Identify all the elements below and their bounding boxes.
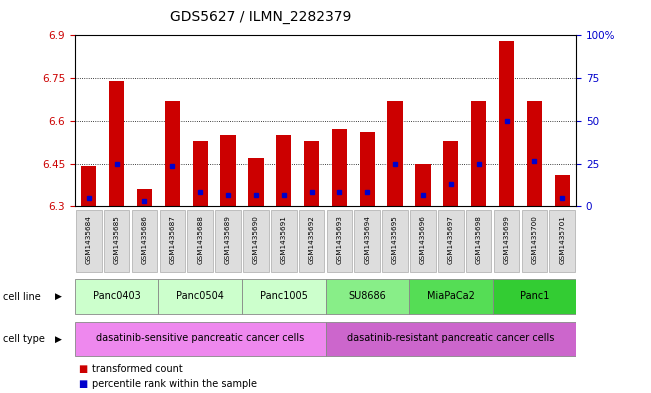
FancyBboxPatch shape	[326, 279, 409, 314]
Text: ■: ■	[78, 364, 87, 375]
Bar	[137, 189, 152, 206]
Bar	[527, 101, 542, 206]
Text: GSM1435690: GSM1435690	[253, 215, 259, 264]
FancyBboxPatch shape	[75, 322, 326, 356]
Bar	[276, 135, 292, 206]
Text: GSM1435694: GSM1435694	[365, 215, 370, 264]
Text: percentile rank within the sample: percentile rank within the sample	[92, 379, 257, 389]
Text: Panc1005: Panc1005	[260, 291, 308, 301]
Text: dasatinib-resistant pancreatic cancer cells: dasatinib-resistant pancreatic cancer ce…	[347, 333, 555, 343]
Text: GSM1435685: GSM1435685	[114, 215, 120, 264]
Bar	[415, 163, 430, 206]
FancyBboxPatch shape	[159, 209, 185, 272]
Text: transformed count: transformed count	[92, 364, 183, 375]
Bar	[193, 141, 208, 206]
Text: GSM1435688: GSM1435688	[197, 215, 203, 264]
Text: Panc1: Panc1	[519, 291, 549, 301]
Text: GSM1435701: GSM1435701	[559, 215, 565, 264]
Bar	[332, 129, 347, 206]
FancyBboxPatch shape	[354, 209, 380, 272]
Text: GSM1435699: GSM1435699	[503, 215, 510, 264]
Bar	[443, 141, 458, 206]
Text: GSM1435684: GSM1435684	[86, 215, 92, 264]
Text: ■: ■	[78, 379, 87, 389]
FancyBboxPatch shape	[438, 209, 464, 272]
Text: GSM1435689: GSM1435689	[225, 215, 231, 264]
Text: GSM1435691: GSM1435691	[281, 215, 286, 264]
Text: GSM1435695: GSM1435695	[392, 215, 398, 264]
Bar	[499, 41, 514, 206]
FancyBboxPatch shape	[549, 209, 575, 272]
FancyBboxPatch shape	[215, 209, 241, 272]
Text: Panc0504: Panc0504	[176, 291, 224, 301]
Bar	[304, 141, 319, 206]
Text: MiaPaCa2: MiaPaCa2	[427, 291, 475, 301]
FancyBboxPatch shape	[104, 209, 130, 272]
FancyBboxPatch shape	[158, 279, 242, 314]
FancyBboxPatch shape	[493, 209, 519, 272]
Bar	[471, 101, 486, 206]
Text: GDS5627 / ILMN_2282379: GDS5627 / ILMN_2282379	[170, 10, 351, 24]
FancyBboxPatch shape	[466, 209, 492, 272]
Text: GSM1435697: GSM1435697	[448, 215, 454, 264]
FancyBboxPatch shape	[493, 279, 576, 314]
Text: GSM1435692: GSM1435692	[309, 215, 314, 264]
FancyBboxPatch shape	[271, 209, 297, 272]
Text: GSM1435687: GSM1435687	[169, 215, 175, 264]
FancyBboxPatch shape	[243, 209, 269, 272]
Text: GSM1435693: GSM1435693	[337, 215, 342, 264]
Text: cell line: cell line	[3, 292, 41, 302]
Text: GSM1435696: GSM1435696	[420, 215, 426, 264]
Text: dasatinib-sensitive pancreatic cancer cells: dasatinib-sensitive pancreatic cancer ce…	[96, 333, 304, 343]
Bar	[109, 81, 124, 206]
Bar	[248, 158, 264, 206]
Text: ▶: ▶	[55, 292, 62, 301]
Text: SU8686: SU8686	[348, 291, 386, 301]
Text: cell type: cell type	[3, 334, 45, 344]
Bar	[165, 101, 180, 206]
FancyBboxPatch shape	[242, 279, 326, 314]
Bar	[81, 166, 96, 206]
FancyBboxPatch shape	[299, 209, 324, 272]
FancyBboxPatch shape	[132, 209, 158, 272]
Text: GSM1435698: GSM1435698	[476, 215, 482, 264]
Text: ▶: ▶	[55, 334, 62, 343]
FancyBboxPatch shape	[410, 209, 436, 272]
FancyBboxPatch shape	[187, 209, 213, 272]
Text: GSM1435700: GSM1435700	[531, 215, 537, 264]
Bar	[387, 101, 403, 206]
FancyBboxPatch shape	[409, 279, 493, 314]
Bar	[359, 132, 375, 206]
FancyBboxPatch shape	[75, 279, 158, 314]
Text: GSM1435686: GSM1435686	[141, 215, 148, 264]
FancyBboxPatch shape	[327, 209, 352, 272]
FancyBboxPatch shape	[382, 209, 408, 272]
FancyBboxPatch shape	[326, 322, 576, 356]
FancyBboxPatch shape	[76, 209, 102, 272]
Bar	[555, 175, 570, 206]
Text: Panc0403: Panc0403	[92, 291, 141, 301]
FancyBboxPatch shape	[521, 209, 547, 272]
Bar	[221, 135, 236, 206]
